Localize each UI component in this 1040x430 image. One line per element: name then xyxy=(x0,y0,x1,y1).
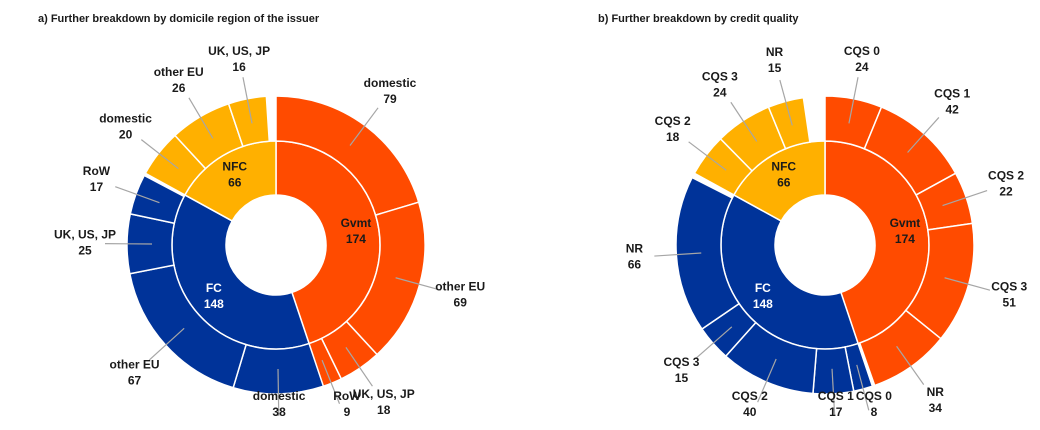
outer-label: UK, US, JP xyxy=(208,44,270,58)
outer-label: CQS 1 xyxy=(934,87,970,101)
leader-line xyxy=(148,327,185,361)
outer-label: NR xyxy=(766,45,784,59)
leader-line xyxy=(944,277,991,291)
leader-line xyxy=(688,141,727,171)
outer-label: CQS 3 xyxy=(991,280,1027,294)
inner-label: Gvmt xyxy=(341,216,372,230)
leader-line xyxy=(831,368,836,416)
outer-label: domestic xyxy=(364,76,417,90)
chart-title: b) Further breakdown by credit quality xyxy=(598,13,799,25)
outer-label: CQS 2 xyxy=(732,389,768,403)
outer-label: CQS 0 xyxy=(856,389,892,403)
chart-title: a) Further breakdown by domicile region … xyxy=(38,13,320,25)
inner-value: 174 xyxy=(346,232,366,246)
outer-label: NR xyxy=(626,242,644,256)
leader-line xyxy=(696,326,733,359)
leader-line xyxy=(654,252,702,257)
outer-label: CQS 0 xyxy=(844,44,880,58)
leader-line xyxy=(848,77,859,124)
inner-label: FC xyxy=(206,281,222,295)
outer-value: 38 xyxy=(272,405,286,419)
outer-value: 9 xyxy=(344,405,351,419)
outer-value: 18 xyxy=(377,403,391,417)
outer-label: other EU xyxy=(110,358,160,372)
outer-value: 25 xyxy=(78,244,92,258)
leader-line xyxy=(321,359,341,404)
outer-value: 40 xyxy=(743,405,757,419)
leader-line xyxy=(757,358,777,403)
inner-value: 174 xyxy=(895,232,915,246)
outer-label: CQS 2 xyxy=(655,114,691,128)
outer-value: 22 xyxy=(999,184,1013,198)
outer-value: 42 xyxy=(946,103,960,117)
outer-value: 26 xyxy=(172,81,186,95)
leader-line xyxy=(395,277,442,291)
outer-label: other EU xyxy=(154,65,204,79)
outer-value: 17 xyxy=(829,405,843,419)
outer-label: domestic xyxy=(253,389,306,403)
outer-value: 69 xyxy=(454,296,468,310)
outer-value: 20 xyxy=(119,127,133,141)
leader-line xyxy=(779,79,793,126)
outer-label: other EU xyxy=(435,280,485,294)
leader-line xyxy=(730,101,758,142)
outer-value: 34 xyxy=(929,401,943,415)
outer-segment xyxy=(675,176,741,331)
leader-line xyxy=(349,107,379,146)
outer-label: NR xyxy=(927,385,945,399)
outer-value: 15 xyxy=(675,371,689,385)
outer-label: UK, US, JP xyxy=(353,387,415,401)
outer-value: 51 xyxy=(1003,296,1017,310)
outer-value: 15 xyxy=(768,61,782,75)
outer-value: 8 xyxy=(871,405,878,419)
leader-line xyxy=(942,190,988,207)
leader-line xyxy=(188,97,214,139)
leader-line xyxy=(345,347,373,387)
inner-label: FC xyxy=(755,281,771,295)
outer-label: CQS 3 xyxy=(702,70,738,84)
outer-label: CQS 2 xyxy=(988,168,1024,182)
outer-value: 16 xyxy=(232,60,246,74)
outer-value: 18 xyxy=(666,130,680,144)
leader-line xyxy=(277,368,280,416)
leader-line xyxy=(856,364,870,411)
outer-segment xyxy=(129,174,186,225)
inner-label: NFC xyxy=(771,159,796,173)
outer-value: 24 xyxy=(855,60,869,74)
leader-line xyxy=(896,345,925,385)
leader-line xyxy=(115,186,160,204)
inner-label: NFC xyxy=(222,159,247,173)
outer-segment xyxy=(858,309,942,387)
outer-segment xyxy=(767,96,811,150)
leader-line xyxy=(907,117,940,153)
inner-value: 148 xyxy=(753,297,773,311)
inner-value: 66 xyxy=(777,175,791,189)
outer-label: domestic xyxy=(99,111,152,125)
outer-label: CQS 3 xyxy=(663,355,699,369)
outer-value: 66 xyxy=(628,258,642,272)
leader-line xyxy=(242,77,253,124)
inner-value: 66 xyxy=(228,175,242,189)
outer-label: CQS 1 xyxy=(818,389,854,403)
leader-line xyxy=(140,139,179,170)
outer-label: RoW xyxy=(333,389,361,403)
outer-segment xyxy=(227,95,271,148)
outer-value: 24 xyxy=(713,86,727,100)
outer-value: 67 xyxy=(128,374,142,388)
inner-value: 148 xyxy=(204,297,224,311)
inner-label: Gvmt xyxy=(890,216,921,230)
outer-label: RoW xyxy=(83,164,111,178)
outer-label: UK, US, JP xyxy=(54,228,116,242)
outer-value: 79 xyxy=(383,92,397,106)
outer-value: 17 xyxy=(90,180,104,194)
